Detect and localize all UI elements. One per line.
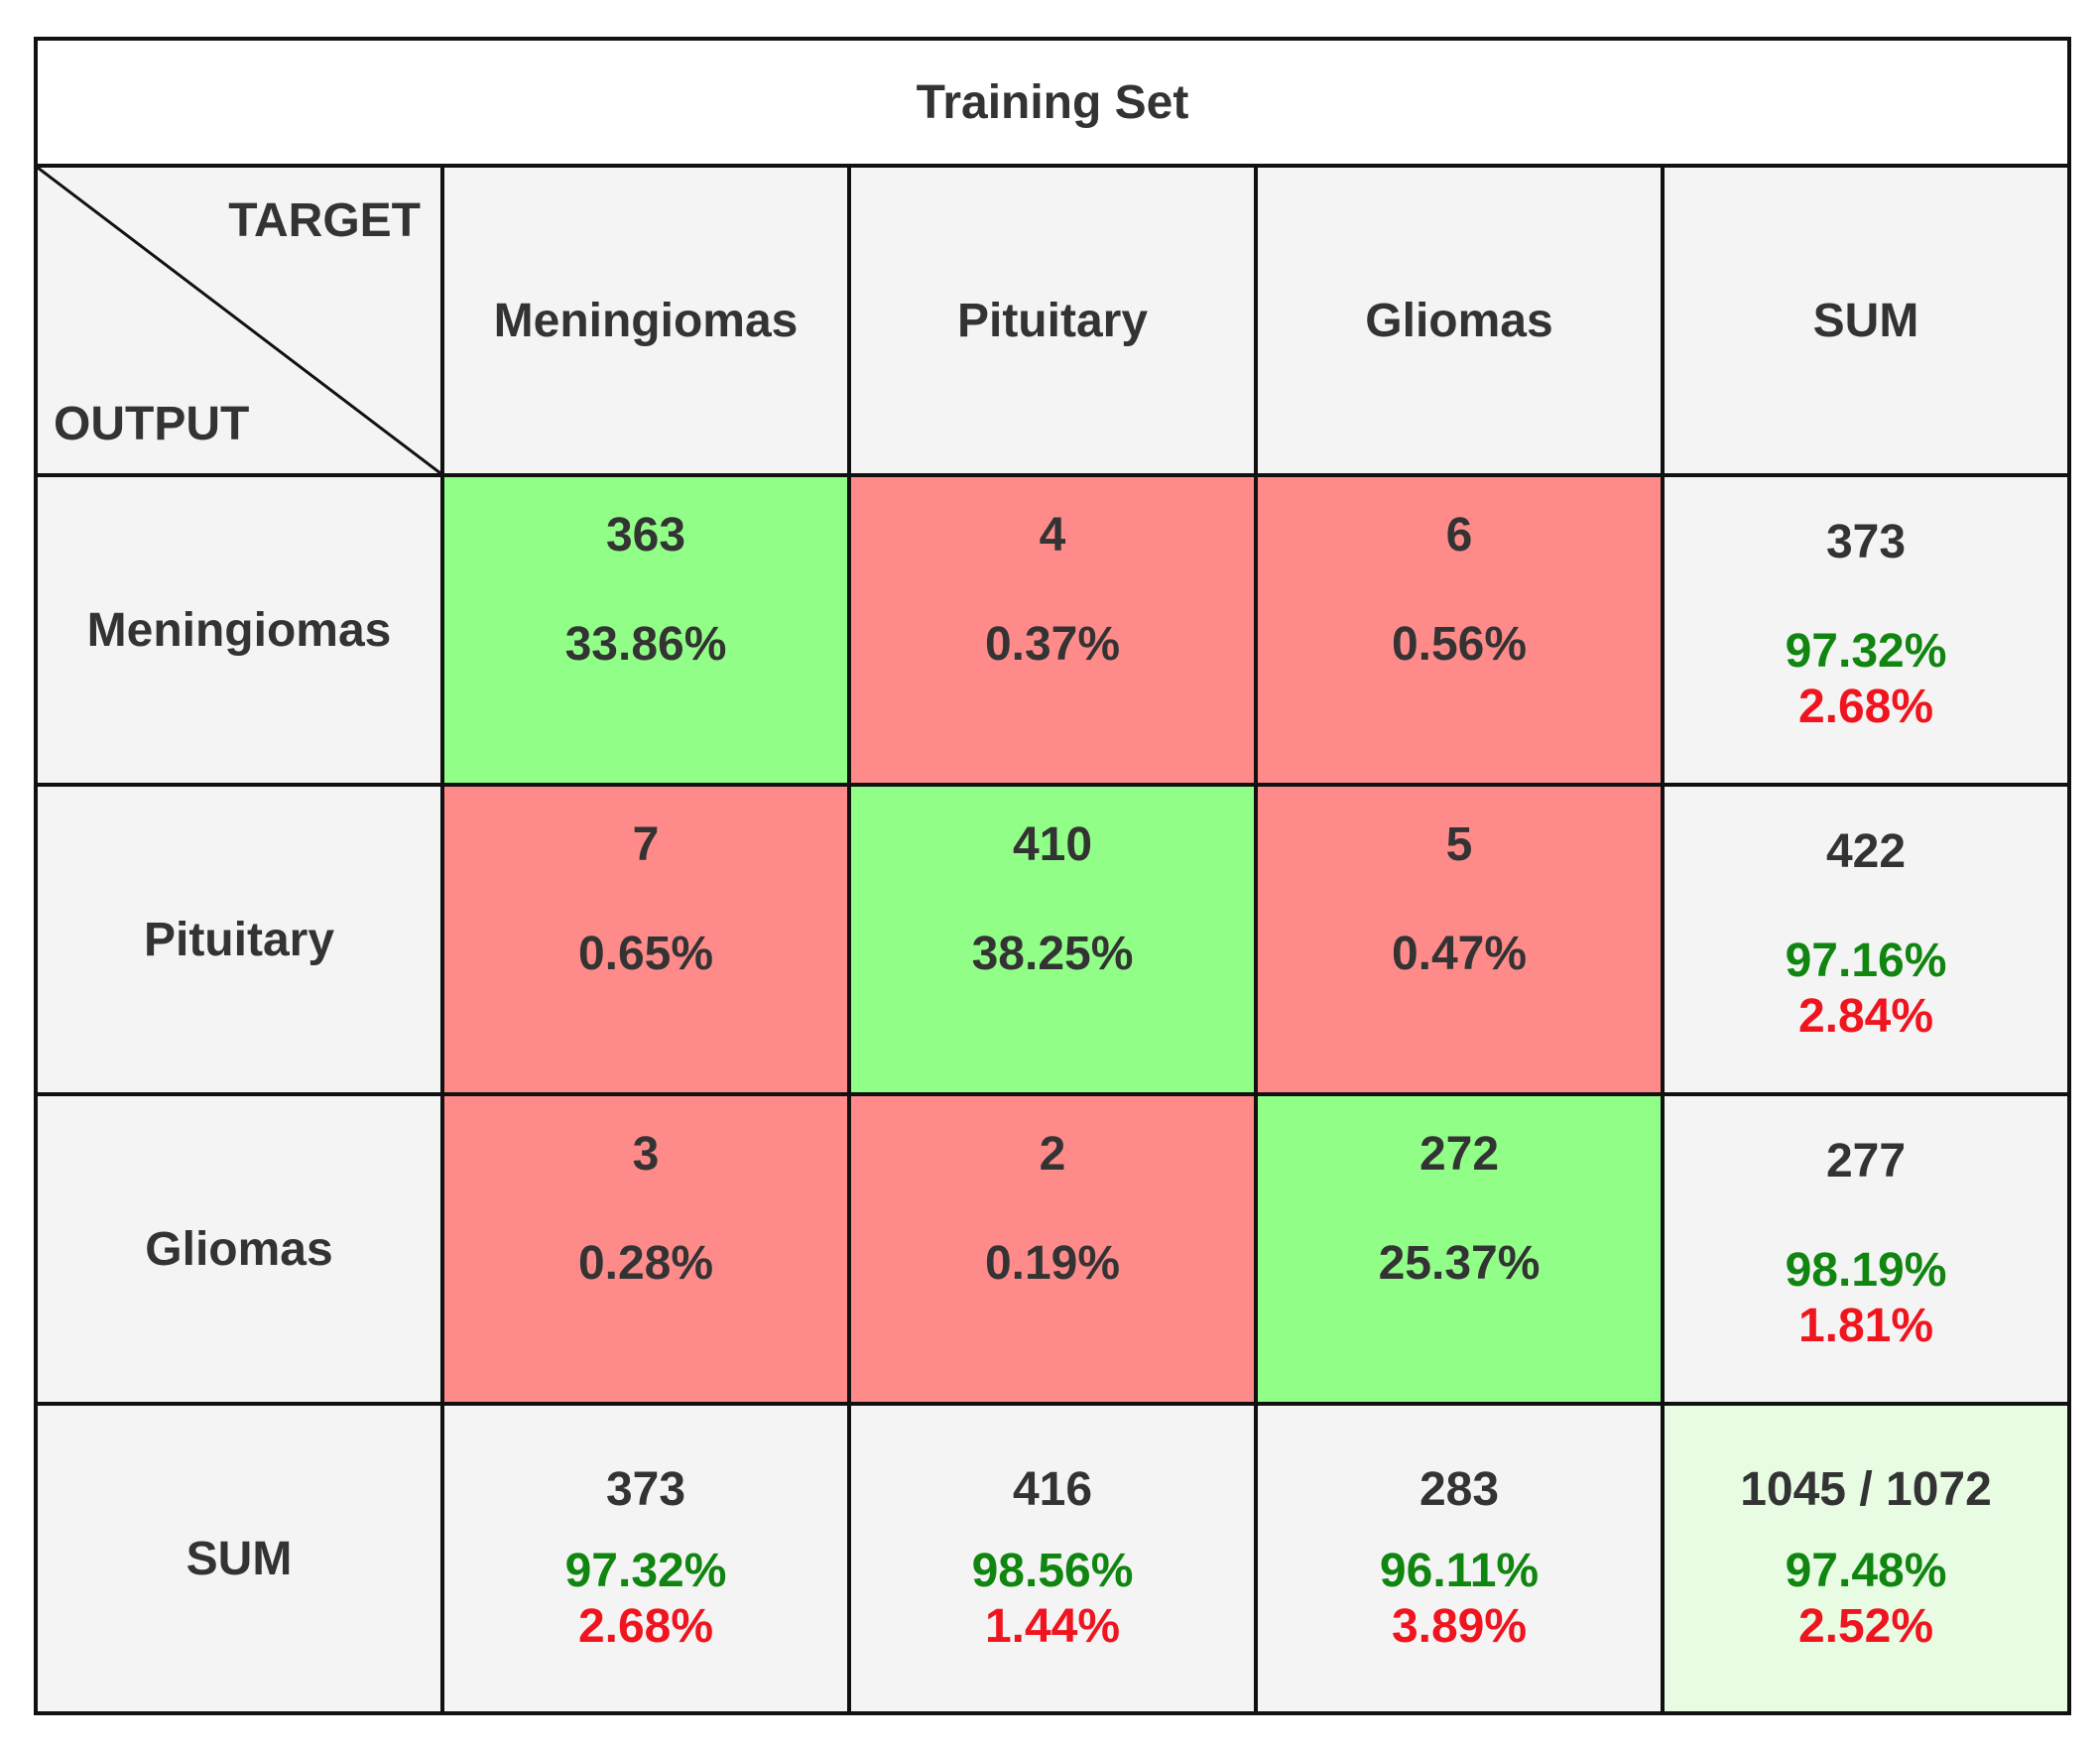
- row-sum-error: 2.68%: [1797, 681, 1934, 733]
- output-label: OUTPUT: [54, 398, 250, 450]
- row-sum-cell: 422 97.16% 2.84%: [1661, 783, 2071, 1096]
- grand-total-cell: 1045 / 1072 97.48% 2.52%: [1661, 1402, 2071, 1715]
- off-diagonal-cell: 4 0.37%: [847, 473, 1258, 787]
- off-diagonal-cell: 2 0.19%: [847, 1092, 1258, 1406]
- cell-content: 4 0.37%: [985, 508, 1120, 673]
- cell-content: 2 0.19%: [985, 1127, 1120, 1292]
- cell-count: 6: [1445, 509, 1473, 562]
- row-sum-correct: 97.16%: [1785, 935, 1947, 987]
- corner-cell: TARGET OUTPUT: [34, 164, 444, 477]
- target-label: TARGET: [228, 194, 421, 247]
- cell-content: 272 25.37%: [1379, 1127, 1541, 1292]
- corner-diagonal-line: [38, 168, 440, 473]
- cell-percent: 0.47%: [1391, 928, 1528, 980]
- cell-content: 3 0.28%: [578, 1127, 713, 1292]
- cell-count: 410: [1012, 818, 1093, 871]
- row-sum-error: 2.84%: [1797, 990, 1934, 1043]
- column-sum-error: 1.44%: [984, 1600, 1121, 1653]
- row-sum-content: 277 98.19% 1.81%: [1786, 1134, 1947, 1354]
- column-sum-count: 373: [605, 1463, 686, 1516]
- row-header: SUM: [34, 1402, 444, 1715]
- row-sum-count: 373: [1825, 516, 1907, 568]
- row-header: Pituitary: [34, 783, 444, 1096]
- matrix-row: Gliomas 3 0.28% 2 0.19% 272 25.37% 277 98.19% 1.8…: [34, 1092, 2071, 1406]
- cell-count: 5: [1445, 818, 1473, 871]
- matrix-row: Pituitary 7 0.65% 410 38.25% 5 0.47% 422 97.16% 2…: [34, 783, 2071, 1096]
- off-diagonal-cell: 3 0.28%: [440, 1092, 851, 1406]
- column-sum-cell: 416 98.56% 1.44%: [847, 1402, 1258, 1715]
- column-header: SUM: [1661, 164, 2071, 477]
- cell-count: 2: [1039, 1128, 1066, 1181]
- diagonal-cell: 363 33.86%: [440, 473, 851, 787]
- matrix-row: Meningiomas 363 33.86% 4 0.37% 6 0.56% 373 97.32…: [34, 473, 2071, 787]
- row-sum-count: 422: [1825, 825, 1907, 878]
- cell-count: 272: [1419, 1128, 1500, 1181]
- off-diagonal-cell: 5 0.47%: [1254, 783, 1665, 1096]
- row-sum-cell: 277 98.19% 1.81%: [1661, 1092, 2071, 1406]
- column-sum-error: 3.89%: [1391, 1600, 1528, 1653]
- cell-percent: 0.65%: [577, 928, 714, 980]
- grand-total-correct: 97.48%: [1785, 1545, 1947, 1597]
- grand-total-content: 1045 / 1072 97.48% 2.52%: [1740, 1462, 1992, 1655]
- column-sum-error: 2.68%: [577, 1600, 714, 1653]
- cell-percent: 0.19%: [984, 1237, 1121, 1290]
- row-sum-cell: 373 97.32% 2.68%: [1661, 473, 2071, 787]
- column-sum-content: 283 96.11% 3.89%: [1380, 1462, 1539, 1655]
- sum-row: SUM 373 97.32% 2.68% 416 98.56% 1.44% 283 96.11%…: [34, 1402, 2071, 1715]
- cell-count: 7: [632, 818, 660, 871]
- cell-content: 5 0.47%: [1392, 817, 1527, 982]
- cell-percent: 25.37%: [1378, 1237, 1541, 1290]
- row-header: Gliomas: [34, 1092, 444, 1406]
- confusion-matrix: Training Set TARGET OUTPUT Meningiomas P…: [34, 37, 2071, 1715]
- row-sum-correct: 97.32%: [1785, 625, 1947, 678]
- row-sum-count: 277: [1825, 1135, 1907, 1187]
- column-sum-content: 373 97.32% 2.68%: [565, 1462, 727, 1655]
- row-header: Meningiomas: [34, 473, 444, 787]
- column-sum-cell: 373 97.32% 2.68%: [440, 1402, 851, 1715]
- cell-percent: 38.25%: [971, 928, 1134, 980]
- column-header: Pituitary: [847, 164, 1258, 477]
- diagonal-cell: 410 38.25%: [847, 783, 1258, 1096]
- cell-percent: 0.37%: [984, 618, 1121, 671]
- cell-content: 6 0.56%: [1392, 508, 1527, 673]
- column-sum-count: 416: [1012, 1463, 1093, 1516]
- cell-count: 4: [1039, 509, 1066, 562]
- grand-total-count: 1045 / 1072: [1740, 1463, 1992, 1516]
- grand-total-error: 2.52%: [1797, 1600, 1934, 1653]
- matrix-title: Training Set: [34, 37, 2071, 168]
- off-diagonal-cell: 6 0.56%: [1254, 473, 1665, 787]
- row-sum-content: 373 97.32% 2.68%: [1786, 515, 1947, 735]
- column-sum-correct: 97.32%: [564, 1545, 727, 1597]
- row-sum-content: 422 97.16% 2.84%: [1786, 824, 1947, 1045]
- cell-percent: 33.86%: [564, 618, 727, 671]
- cell-percent: 0.56%: [1391, 618, 1528, 671]
- column-sum-content: 416 98.56% 1.44%: [972, 1462, 1134, 1655]
- cell-percent: 0.28%: [577, 1237, 714, 1290]
- cell-count: 363: [605, 509, 686, 562]
- row-sum-error: 1.81%: [1797, 1300, 1934, 1352]
- column-sum-cell: 283 96.11% 3.89%: [1254, 1402, 1665, 1715]
- column-header: Gliomas: [1254, 164, 1665, 477]
- cell-content: 7 0.65%: [578, 817, 713, 982]
- cell-content: 410 38.25%: [972, 817, 1134, 982]
- off-diagonal-cell: 7 0.65%: [440, 783, 851, 1096]
- column-sum-count: 283: [1419, 1463, 1500, 1516]
- cell-count: 3: [632, 1128, 660, 1181]
- column-sum-correct: 98.56%: [971, 1545, 1134, 1597]
- diagonal-cell: 272 25.37%: [1254, 1092, 1665, 1406]
- column-sum-correct: 96.11%: [1379, 1545, 1540, 1597]
- column-header: Meningiomas: [440, 164, 851, 477]
- cell-content: 363 33.86%: [565, 508, 727, 673]
- row-sum-correct: 98.19%: [1785, 1244, 1947, 1297]
